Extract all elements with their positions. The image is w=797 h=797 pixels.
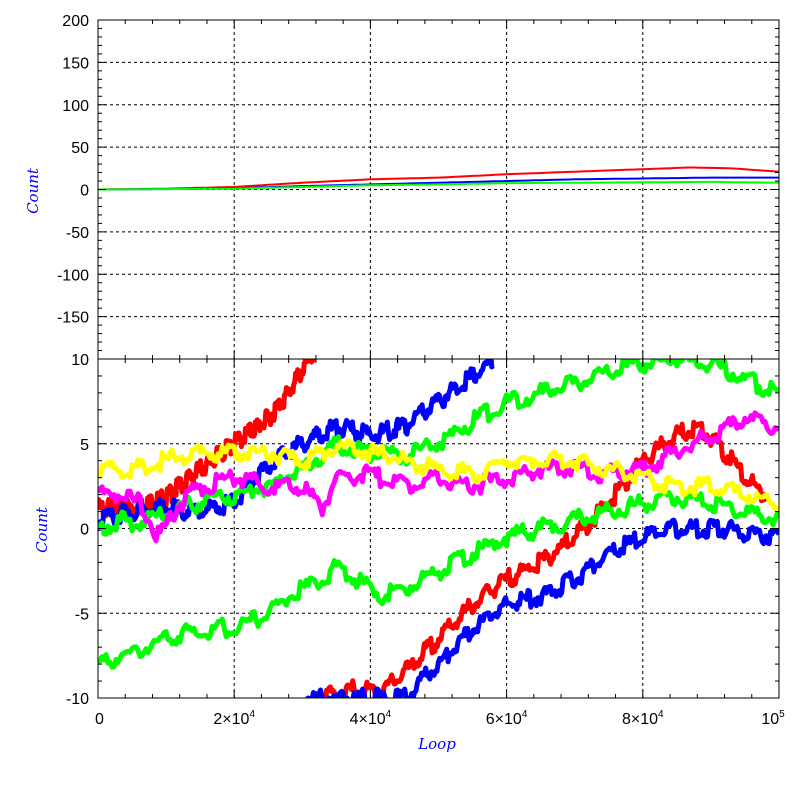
bottom-series-3 — [303, 517, 779, 698]
bottom-series-group — [98, 359, 779, 698]
top-series-2 — [98, 180, 779, 191]
x-tick-label-0: 0 — [95, 711, 104, 728]
x-tick-label-3: 6×104 — [486, 709, 528, 728]
x-tick-label-sup: 4 — [249, 709, 255, 720]
x-tick-labels: 0 2×104 4×104 6×104 8×104 105 — [95, 709, 785, 728]
x-tick-label-sup: 4 — [522, 709, 528, 720]
x-tick-label-sup: 5 — [779, 709, 785, 720]
x-tick-label-5: 105 — [761, 709, 785, 728]
bottom-ytick-label-3: -5 — [75, 606, 89, 623]
top-ytick-label-7: -150 — [57, 310, 89, 327]
top-ytick-label-5: -50 — [66, 225, 89, 242]
x-axis-label: Loop — [417, 735, 456, 753]
bottom-series-6 — [98, 410, 779, 544]
top-ytick-label-6: -100 — [57, 267, 89, 284]
top-ytick-label-2: 100 — [62, 98, 89, 115]
bottom-series-2 — [98, 359, 495, 532]
x-tick-label-base: 8×10 — [622, 711, 658, 728]
bottom-ytick-label-2: 0 — [80, 522, 89, 539]
bottom-ytick-label-0: 10 — [71, 352, 89, 369]
x-tick-label-base: 2×10 — [213, 711, 249, 728]
x-tick-label-base: 6×10 — [486, 711, 522, 728]
x-tick-label-base: 10 — [761, 711, 779, 728]
x-tick-label-2: 4×104 — [350, 709, 392, 728]
top-panel: 200 150 100 50 0 -50 -100 -150 — [57, 13, 780, 360]
bottom-series-7 — [98, 438, 779, 512]
top-ytick-label-4: 0 — [80, 183, 89, 200]
top-series-group — [98, 166, 779, 191]
bottom-panel: 10 5 0 -5 -10 — [66, 352, 780, 708]
bottom-ytick-label-1: 5 — [80, 437, 89, 454]
top-ytick-label-0: 200 — [62, 13, 89, 30]
top-ytick-label-3: 50 — [71, 140, 89, 157]
x-tick-label-1: 2×104 — [213, 709, 255, 728]
x-tick-label-4: 8×104 — [622, 709, 664, 728]
x-tick-label-base: 4×10 — [350, 711, 386, 728]
top-y-axis-label: Count — [24, 167, 42, 214]
bottom-y-axis-label: Count — [33, 506, 51, 553]
bottom-series-1 — [323, 419, 768, 698]
x-tick-label-sup: 4 — [658, 709, 664, 720]
x-tick-label-base: 0 — [95, 711, 104, 728]
top-ytick-label-1: 150 — [62, 55, 89, 72]
x-tick-label-sup: 4 — [386, 709, 392, 720]
bottom-ytick-label-4: -10 — [66, 691, 89, 708]
